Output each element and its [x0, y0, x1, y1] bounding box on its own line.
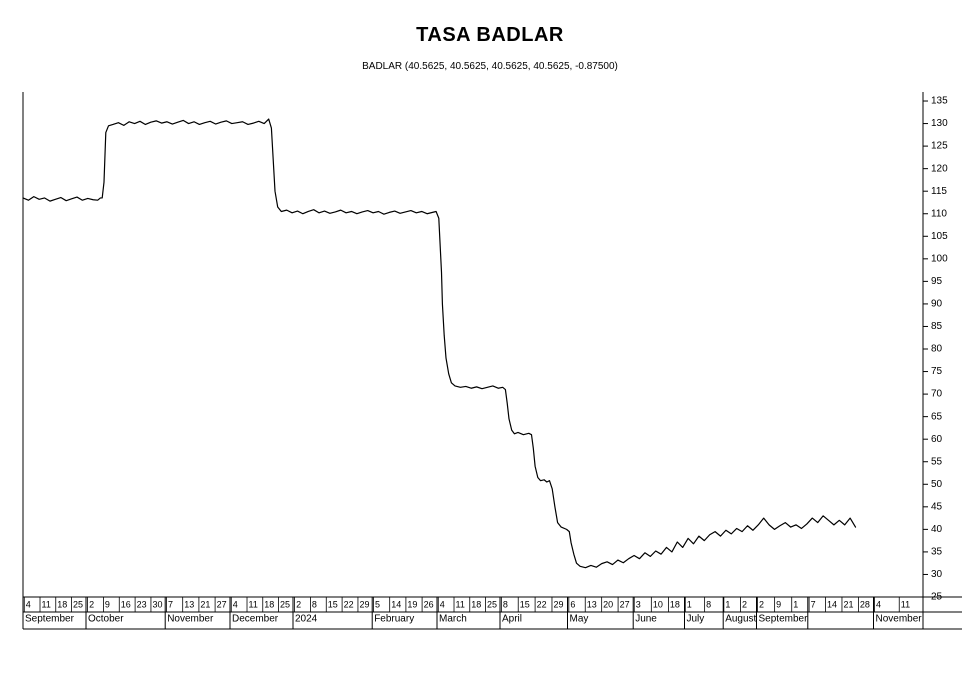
svg-text:7: 7	[168, 599, 173, 609]
svg-text:7: 7	[811, 599, 816, 609]
svg-text:2: 2	[759, 599, 764, 609]
svg-text:110: 110	[931, 208, 947, 219]
svg-text:70: 70	[931, 389, 943, 400]
svg-text:10: 10	[653, 599, 663, 609]
svg-text:September: September	[25, 613, 75, 624]
svg-text:2: 2	[296, 599, 301, 609]
svg-text:40: 40	[931, 524, 943, 535]
svg-text:130: 130	[931, 118, 948, 129]
svg-text:55: 55	[931, 456, 943, 467]
svg-text:105: 105	[931, 231, 948, 242]
svg-text:80: 80	[931, 344, 943, 355]
svg-text:18: 18	[670, 599, 680, 609]
svg-text:29: 29	[359, 599, 369, 609]
svg-text:85: 85	[931, 321, 943, 332]
svg-text:18: 18	[57, 599, 67, 609]
svg-text:95: 95	[931, 276, 943, 287]
svg-text:3: 3	[636, 599, 641, 609]
svg-text:May: May	[570, 613, 589, 624]
svg-text:9: 9	[776, 599, 781, 609]
svg-text:8: 8	[503, 599, 508, 609]
svg-text:115: 115	[931, 186, 947, 197]
svg-text:August: August	[725, 613, 756, 624]
svg-text:25: 25	[280, 599, 290, 609]
svg-text:14: 14	[827, 599, 837, 609]
svg-text:19: 19	[407, 599, 417, 609]
chart-area: 2530354045505560657075808590951001051101…	[18, 92, 962, 652]
svg-text:25: 25	[487, 599, 497, 609]
svg-text:45: 45	[931, 501, 943, 512]
svg-text:6: 6	[570, 599, 575, 609]
svg-text:December: December	[232, 613, 279, 624]
svg-text:October: October	[88, 613, 124, 624]
svg-text:14: 14	[391, 599, 401, 609]
svg-text:18: 18	[471, 599, 481, 609]
svg-text:30: 30	[152, 599, 162, 609]
svg-text:21: 21	[843, 599, 853, 609]
svg-text:11: 11	[456, 599, 465, 609]
svg-text:29: 29	[553, 599, 563, 609]
svg-text:27: 27	[217, 599, 227, 609]
svg-text:September: September	[759, 613, 809, 624]
svg-text:4: 4	[26, 599, 31, 609]
svg-text:27: 27	[620, 599, 630, 609]
svg-text:July: July	[687, 613, 705, 624]
svg-text:June: June	[635, 613, 657, 624]
svg-text:18: 18	[264, 599, 274, 609]
svg-text:8: 8	[312, 599, 317, 609]
svg-text:1: 1	[793, 599, 798, 609]
svg-text:5: 5	[375, 599, 380, 609]
svg-text:30: 30	[931, 569, 943, 580]
svg-text:February: February	[374, 613, 414, 624]
svg-text:28: 28	[860, 599, 870, 609]
svg-text:13: 13	[184, 599, 194, 609]
svg-text:November: November	[876, 613, 923, 624]
svg-text:1: 1	[687, 599, 692, 609]
line-chart-svg: 2530354045505560657075808590951001051101…	[18, 92, 962, 652]
svg-text:25: 25	[73, 599, 83, 609]
svg-text:11: 11	[249, 599, 258, 609]
svg-text:20: 20	[603, 599, 613, 609]
svg-text:8: 8	[706, 599, 711, 609]
svg-text:90: 90	[931, 299, 943, 310]
svg-text:100: 100	[931, 253, 948, 264]
svg-text:125: 125	[931, 141, 948, 152]
svg-text:35: 35	[931, 547, 943, 558]
chart-subtitle: BADLAR (40.5625, 40.5625, 40.5625, 40.56…	[0, 47, 980, 72]
svg-text:15: 15	[328, 599, 338, 609]
svg-text:75: 75	[931, 366, 943, 377]
svg-text:1: 1	[725, 599, 730, 609]
svg-text:135: 135	[931, 96, 948, 107]
svg-text:60: 60	[931, 434, 943, 445]
svg-text:50: 50	[931, 479, 943, 490]
svg-text:2: 2	[89, 599, 94, 609]
svg-text:22: 22	[344, 599, 354, 609]
svg-text:22: 22	[537, 599, 547, 609]
svg-text:13: 13	[587, 599, 597, 609]
svg-text:11: 11	[901, 599, 910, 609]
svg-text:April: April	[502, 613, 522, 624]
svg-text:2: 2	[742, 599, 747, 609]
svg-text:15: 15	[520, 599, 530, 609]
svg-text:65: 65	[931, 411, 943, 422]
svg-text:November: November	[167, 613, 214, 624]
chart-title: TASA BADLAR	[0, 0, 980, 47]
svg-text:March: March	[439, 613, 467, 624]
svg-text:9: 9	[105, 599, 110, 609]
svg-text:23: 23	[137, 599, 147, 609]
svg-text:25: 25	[931, 592, 943, 603]
svg-text:4: 4	[876, 599, 881, 609]
svg-text:4: 4	[233, 599, 238, 609]
svg-text:16: 16	[121, 599, 131, 609]
svg-text:4: 4	[440, 599, 445, 609]
svg-text:2024: 2024	[295, 613, 318, 624]
svg-text:120: 120	[931, 163, 948, 174]
svg-text:11: 11	[42, 599, 51, 609]
svg-text:21: 21	[200, 599, 210, 609]
svg-text:26: 26	[424, 599, 434, 609]
